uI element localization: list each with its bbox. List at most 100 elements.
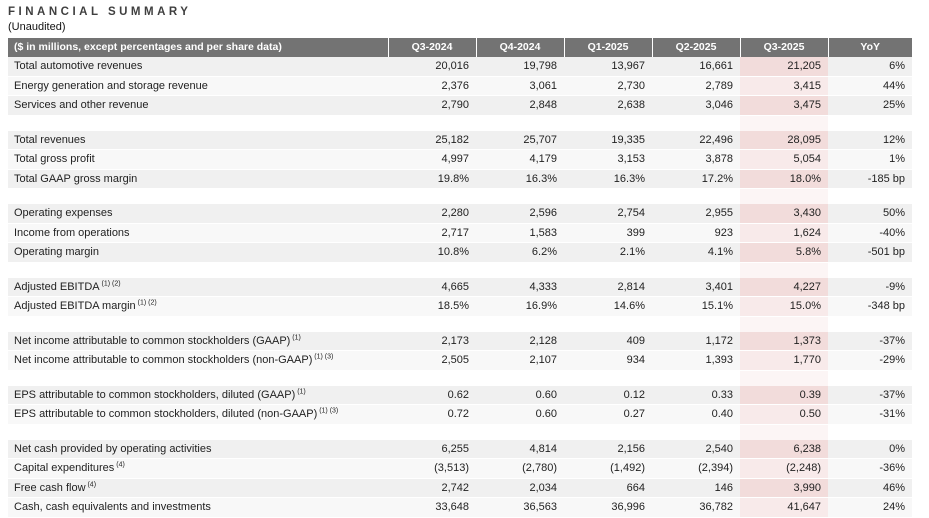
cell: 20,016 (388, 57, 476, 77)
cell: 36,782 (652, 497, 740, 518)
section-spacer (8, 115, 912, 131)
cell: 6.2% (476, 242, 564, 263)
cell-highlighted: 5.8% (740, 242, 828, 263)
spacer-cell (652, 370, 740, 386)
table-section: EPS attributable to common stockholders,… (8, 385, 912, 425)
table-header: ($ in millions, except percentages and p… (8, 38, 912, 57)
column-header-q1-2025: Q1-2025 (563, 38, 652, 57)
cell: 16.9% (476, 296, 564, 317)
spacer-cell (652, 424, 740, 440)
cell-highlighted: 5,054 (740, 149, 828, 170)
cell: 2,790 (388, 95, 476, 116)
cell: -36% (828, 458, 912, 479)
cell: 934 (564, 350, 652, 371)
cell-highlighted: 1,770 (740, 350, 828, 371)
units-label: ($ in millions, except percentages and p… (8, 38, 388, 57)
cell-highlighted: 3,415 (740, 76, 828, 96)
cell: 2,280 (388, 204, 476, 224)
cell-highlighted: 28,095 (740, 130, 828, 150)
spacer-cell (388, 262, 476, 278)
cell: 24% (828, 497, 912, 518)
cell: 4,997 (388, 149, 476, 170)
section-spacer (8, 424, 912, 440)
financial-summary-table: ($ in millions, except percentages and p… (8, 38, 912, 518)
cell: 399 (564, 223, 652, 243)
cell: -31% (828, 404, 912, 425)
cell: 2,638 (564, 95, 652, 116)
cell: 3,046 (652, 95, 740, 116)
cell: 2,730 (564, 76, 652, 96)
spacer-cell (828, 188, 912, 204)
spacer-cell (8, 262, 388, 278)
spacer-cell (828, 262, 912, 278)
spacer-cell (652, 115, 740, 131)
row-label: Operating expenses (8, 204, 388, 224)
cell-highlighted: 18.0% (740, 169, 828, 189)
cell: 0.33 (652, 385, 740, 405)
column-header-yoy: YoY (827, 38, 912, 57)
table-row: Operating margin 10.8% 6.2% 2.1% 4.1% 5.8% -50… (8, 242, 912, 263)
cell: 923 (652, 223, 740, 243)
spacer-cell (8, 424, 388, 440)
cell-highlighted: 1,624 (740, 223, 828, 243)
cell: 2,156 (564, 439, 652, 459)
table-section: Total revenues 25,182 25,707 19,335 22,496 28… (8, 130, 912, 189)
table-section: Adjusted EBITDA (1) (2) 4,665 4,333 2,814 3,… (8, 277, 912, 317)
table-row: Services and other revenue 2,790 2,848 2,63… (8, 95, 912, 116)
footnote-marker: (1) (2) (99, 279, 121, 287)
cell: 2,173 (388, 331, 476, 351)
cell: 146 (652, 478, 740, 498)
cell: -185 bp (828, 169, 912, 189)
footnote-marker: (1) (3) (317, 407, 339, 415)
cell-highlighted: 1,373 (740, 331, 828, 351)
spacer-cell (388, 424, 476, 440)
cell: 17.2% (652, 169, 740, 189)
footnote-marker: (1) (295, 387, 306, 395)
cell: 1,172 (652, 331, 740, 351)
column-header-q3-2025: Q3-2025 (739, 38, 828, 57)
spacer-cell (388, 115, 476, 131)
section-spacer (8, 316, 912, 332)
cell: 2.1% (564, 242, 652, 263)
cell: 13,967 (564, 57, 652, 77)
cell: 19.8% (388, 169, 476, 189)
table-row: Total GAAP gross margin 19.8% 16.3% 16.3% 17… (8, 169, 912, 189)
spacer-cell (828, 316, 912, 332)
table-row: Total gross profit 4,997 4,179 3,153 3,878 5,… (8, 149, 912, 170)
table-row: Net income attributable to common stockh… (8, 350, 912, 371)
cell: 3,401 (652, 277, 740, 297)
footnote-marker: (1) (3) (312, 353, 334, 361)
row-label: Services and other revenue (8, 95, 388, 116)
cell: 0.60 (476, 385, 564, 405)
cell: 44% (828, 76, 912, 96)
row-label: Net income attributable to common stockh… (8, 350, 388, 371)
row-label: Net income attributable to common stockh… (8, 331, 388, 351)
page-title: FINANCIAL SUMMARY (8, 6, 192, 18)
spacer-row (8, 316, 912, 332)
cell: 0.40 (652, 404, 740, 425)
table-row: Adjusted EBITDA margin (1) (2) 18.5% 16.9%… (8, 296, 912, 317)
row-label: Operating margin (8, 242, 388, 263)
spacer-cell (8, 188, 388, 204)
cell: 0% (828, 439, 912, 459)
cell-highlighted: 4,227 (740, 277, 828, 297)
table-row: Net cash provided by operating activitie… (8, 439, 912, 459)
cell: 664 (564, 478, 652, 498)
cell: 6% (828, 57, 912, 77)
table-section: Total automotive revenues 20,016 19,798 13,… (8, 57, 912, 116)
cell: 33,648 (388, 497, 476, 518)
cell: 4.1% (652, 242, 740, 263)
row-label: EPS attributable to common stockholders,… (8, 385, 388, 405)
table-row: Net income attributable to common stockh… (8, 331, 912, 351)
spacer-row (8, 188, 912, 204)
cell: 2,814 (564, 277, 652, 297)
table-row: EPS attributable to common stockholders,… (8, 385, 912, 405)
table-row: Capital expenditures (4) (3,513) (2,780) (1… (8, 458, 912, 479)
column-header-q2-2025: Q2-2025 (651, 38, 740, 57)
cell: 0.27 (564, 404, 652, 425)
table-row: Adjusted EBITDA (1) (2) 4,665 4,333 2,814 3,… (8, 277, 912, 297)
spacer-cell (828, 370, 912, 386)
cell-highlighted: 3,990 (740, 478, 828, 498)
cell: 2,955 (652, 204, 740, 224)
unaudited-label: (Unaudited) (8, 21, 66, 33)
